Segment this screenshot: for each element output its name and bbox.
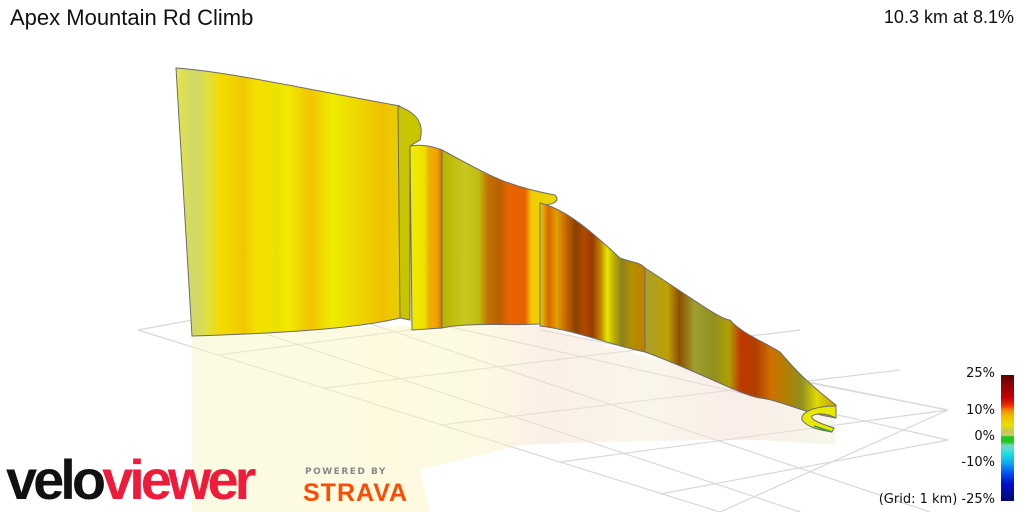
climb-summary: 10.3 km at 8.1%	[883, 7, 1014, 27]
legend-label-minus10: -10%	[961, 455, 995, 470]
veloviewer-logo[interactable]: veloviewer	[6, 452, 256, 508]
wall-segment-2	[409, 144, 443, 331]
powered-by-label: POWERED BY	[305, 467, 387, 477]
gradient-colorscale	[1001, 375, 1014, 501]
wall-end-curl	[801, 405, 837, 433]
legend-label-minus25-grid: (Grid: 1 km) -25%	[878, 492, 995, 507]
strava-logo[interactable]: STRAVA	[303, 479, 409, 507]
wall-segment-5	[644, 267, 837, 419]
wall-segment-4	[539, 202, 646, 353]
logo-velo: velo	[6, 448, 106, 511]
legend-label-0: 0%	[974, 429, 995, 444]
legend-label-10: 10%	[966, 403, 995, 418]
wall-segment-3	[441, 149, 558, 329]
logo-viewer: viewer	[102, 448, 256, 511]
page-title: Apex Mountain Rd Climb	[10, 5, 254, 30]
wall-reflection	[192, 322, 836, 512]
legend-label-25: 25%	[966, 366, 995, 381]
wall-segment-1	[175, 67, 422, 337]
